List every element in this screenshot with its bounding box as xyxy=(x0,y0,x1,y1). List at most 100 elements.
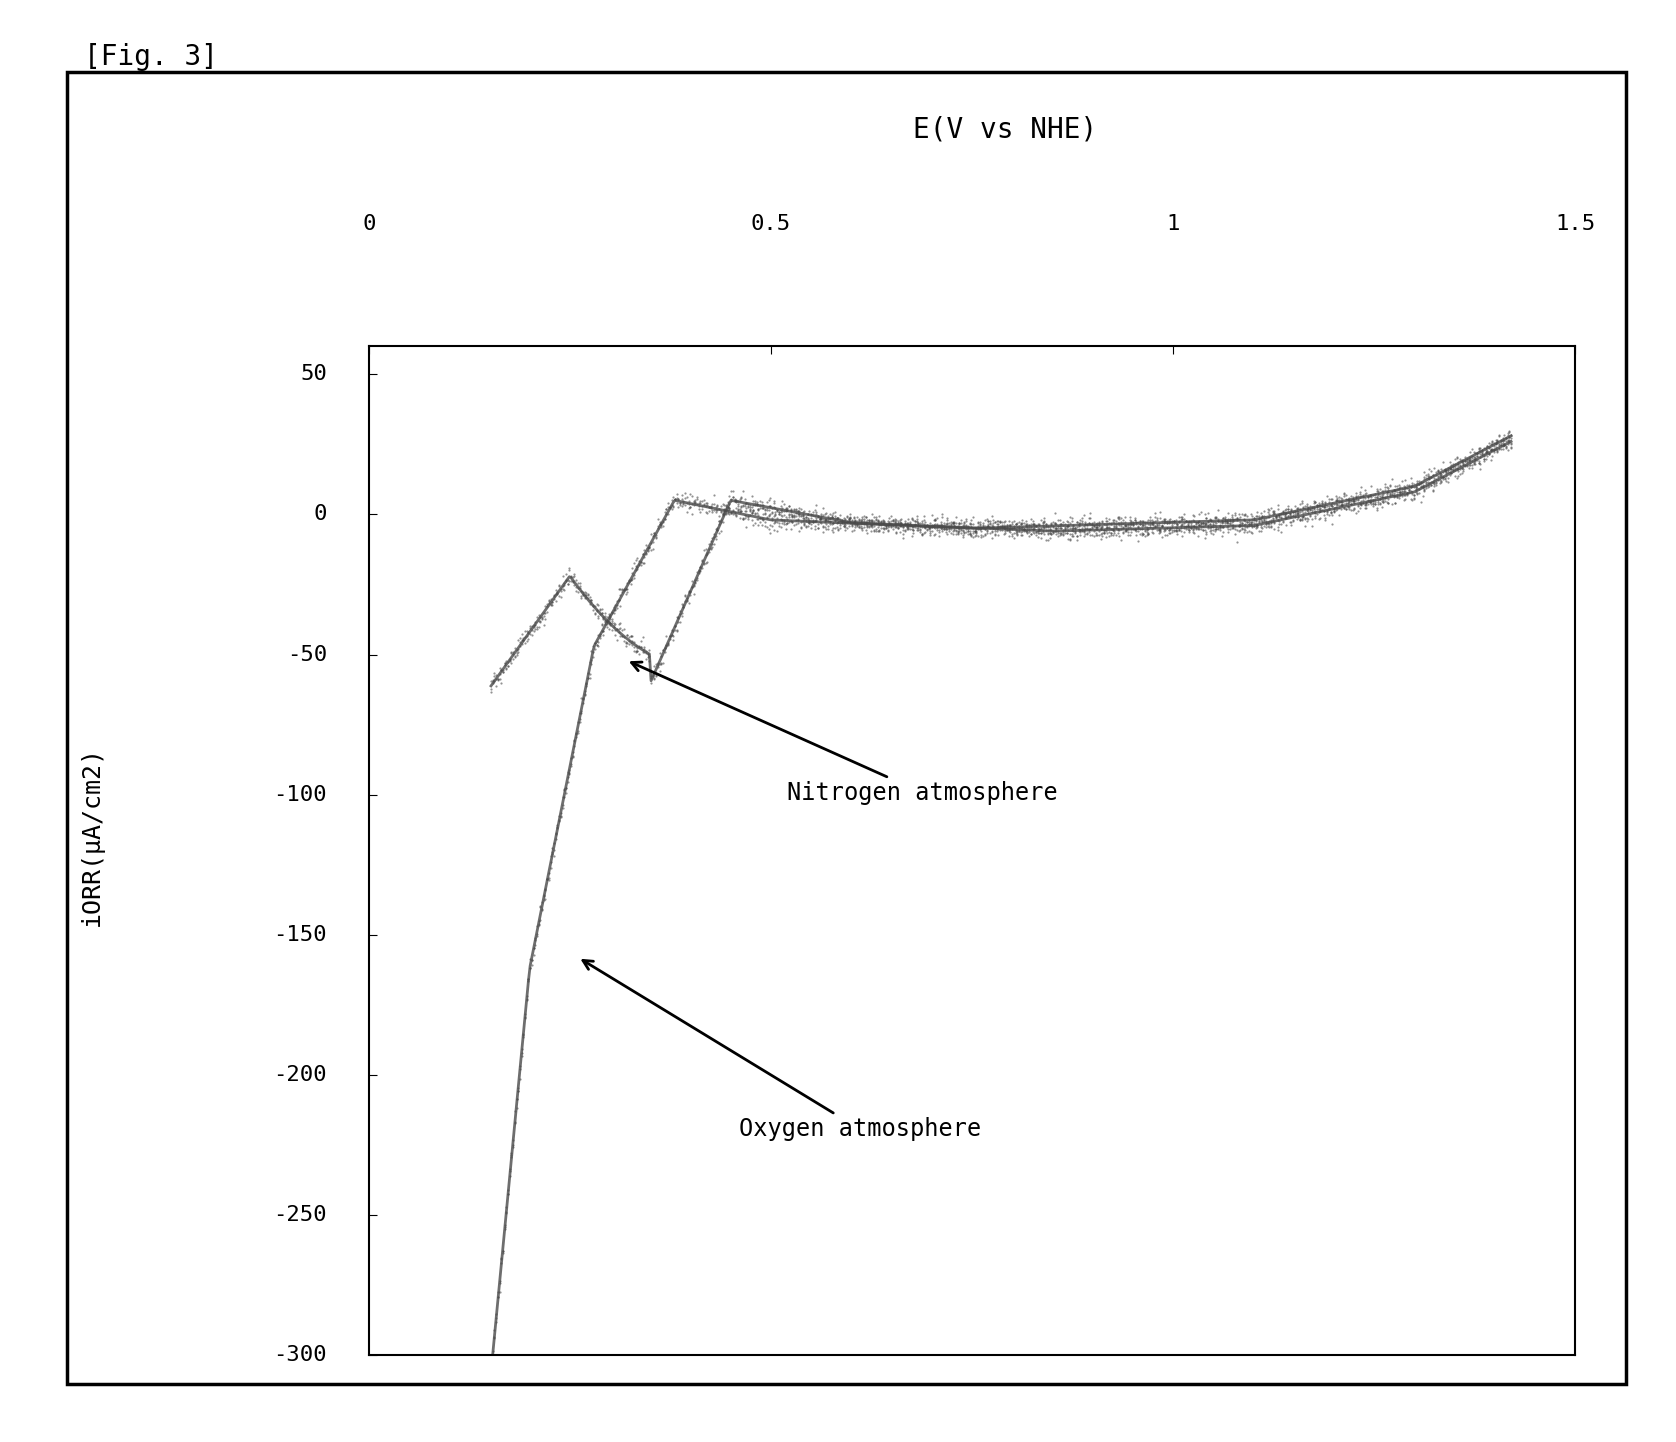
Point xyxy=(1311,500,1337,523)
Point xyxy=(749,493,776,516)
Point xyxy=(508,623,535,646)
Point xyxy=(494,655,521,678)
Point xyxy=(1364,490,1391,513)
Point xyxy=(1309,497,1336,521)
Point xyxy=(1456,446,1483,469)
Point xyxy=(1430,466,1456,489)
Point xyxy=(1121,518,1148,541)
Point xyxy=(1363,477,1389,500)
Point xyxy=(548,806,575,829)
Point xyxy=(1031,506,1058,529)
Point xyxy=(714,496,741,519)
Point xyxy=(1115,512,1141,535)
Point xyxy=(1244,516,1270,539)
Point xyxy=(575,583,602,606)
Point xyxy=(992,516,1019,539)
Point xyxy=(737,500,764,523)
Point xyxy=(1160,509,1187,532)
Point xyxy=(1252,506,1279,529)
Text: iORR(μA/cm2): iORR(μA/cm2) xyxy=(80,747,104,926)
Point xyxy=(900,509,927,532)
Point xyxy=(558,564,585,587)
Point xyxy=(954,521,980,544)
Point xyxy=(888,512,915,535)
Point xyxy=(1388,476,1415,499)
Point xyxy=(525,616,551,639)
Point xyxy=(778,497,804,521)
Point xyxy=(541,845,568,868)
Point xyxy=(697,495,724,518)
Point xyxy=(759,513,786,536)
Point xyxy=(766,502,793,525)
Point xyxy=(1180,519,1207,542)
Point xyxy=(825,510,851,534)
Point xyxy=(515,620,541,643)
Point xyxy=(1123,523,1150,547)
Point xyxy=(756,495,783,518)
Point xyxy=(645,515,672,538)
Point xyxy=(965,516,992,539)
Point xyxy=(1141,515,1168,538)
Point xyxy=(826,503,853,526)
Point xyxy=(771,512,798,535)
Point xyxy=(722,489,749,512)
Point xyxy=(900,521,927,544)
Point xyxy=(546,584,573,607)
Point xyxy=(1384,486,1411,509)
Point xyxy=(1260,502,1287,525)
Point xyxy=(1156,508,1183,531)
Point xyxy=(642,668,669,691)
Point xyxy=(945,519,972,542)
Point xyxy=(716,496,742,519)
Point xyxy=(516,956,543,979)
Point xyxy=(561,730,588,753)
Point xyxy=(1148,515,1175,538)
Point xyxy=(1059,519,1086,542)
Point xyxy=(1399,474,1426,497)
Point xyxy=(898,515,925,538)
Point xyxy=(845,515,872,538)
Point xyxy=(764,519,791,542)
Point xyxy=(538,844,565,867)
Point xyxy=(1376,474,1403,497)
Point xyxy=(1317,493,1344,516)
Point xyxy=(1269,502,1296,525)
Point xyxy=(580,598,607,622)
Point xyxy=(1086,512,1113,535)
Point xyxy=(1223,508,1250,531)
Point xyxy=(873,513,900,536)
Point xyxy=(494,1182,521,1206)
Point xyxy=(1361,489,1388,512)
Point xyxy=(1232,513,1259,536)
Point xyxy=(788,510,815,534)
Point xyxy=(866,519,893,542)
Point xyxy=(1151,519,1178,542)
Point xyxy=(712,502,739,525)
Point xyxy=(1076,518,1103,541)
Point xyxy=(491,1216,518,1239)
Point xyxy=(794,508,821,531)
Point xyxy=(566,571,593,594)
Point xyxy=(694,492,721,515)
Point xyxy=(719,499,746,522)
Point xyxy=(917,522,944,545)
Point xyxy=(1178,516,1205,539)
Point xyxy=(1478,433,1505,456)
Point xyxy=(1232,515,1259,538)
Point xyxy=(858,508,885,531)
Point xyxy=(1448,457,1475,480)
Point xyxy=(1420,479,1446,502)
Point xyxy=(541,832,568,855)
Point xyxy=(1031,516,1058,539)
Point xyxy=(868,510,895,534)
Point xyxy=(684,486,711,509)
Point xyxy=(992,509,1019,532)
Point xyxy=(875,515,902,538)
Point xyxy=(625,634,652,658)
Point xyxy=(913,513,940,536)
Point xyxy=(758,513,784,536)
Point xyxy=(979,505,1006,528)
Point xyxy=(664,619,691,642)
Point xyxy=(1058,522,1084,545)
Point xyxy=(798,516,825,539)
